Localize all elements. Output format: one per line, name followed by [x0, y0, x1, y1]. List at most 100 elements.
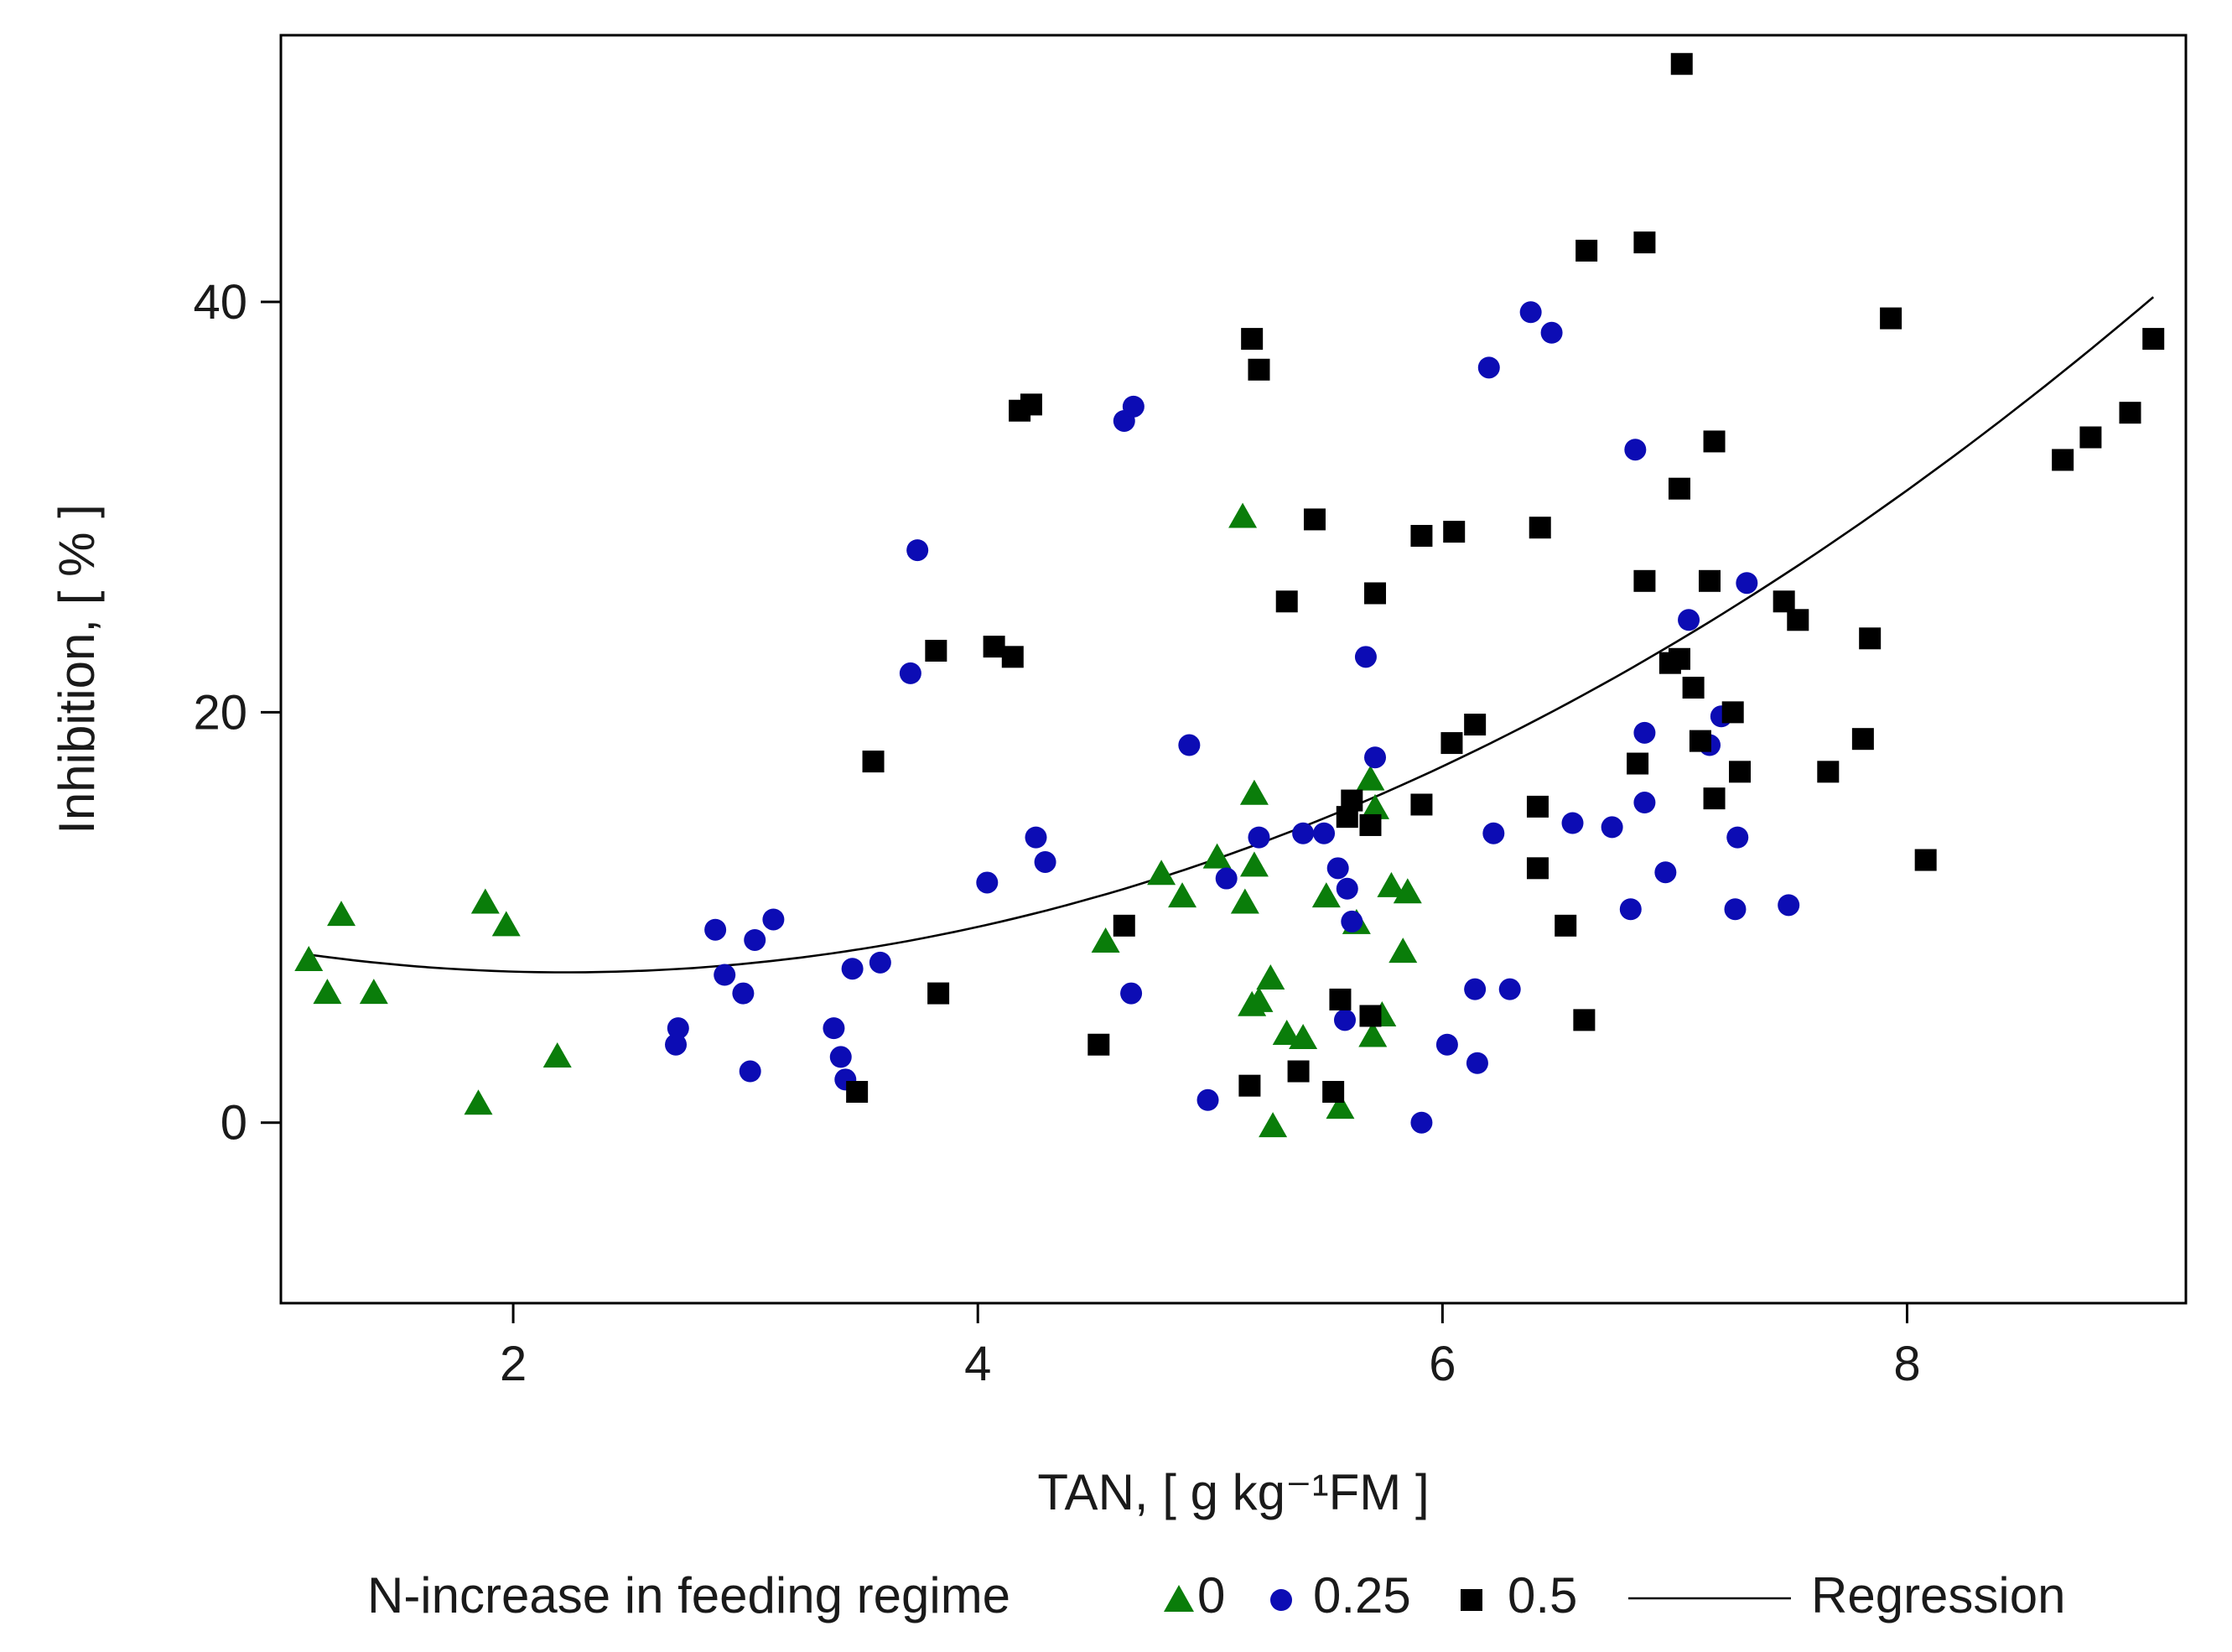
- point-circle: [899, 662, 921, 684]
- point-circle: [1736, 572, 1758, 595]
- plot-frame: [279, 34, 2188, 1305]
- point-circle: [906, 539, 929, 562]
- y-axis: 0 20 40: [193, 275, 281, 1151]
- point-circle: [744, 928, 766, 951]
- point-square: [1113, 914, 1135, 937]
- point-square: [1668, 477, 1690, 500]
- point-circle: [667, 1017, 689, 1040]
- point-circle: [704, 918, 727, 941]
- point-square: [1410, 524, 1433, 547]
- point-circle: [1561, 812, 1584, 834]
- point-square: [1633, 569, 1656, 592]
- point-circle: [714, 964, 736, 986]
- point-circle: [1678, 609, 1700, 631]
- point-circle: [823, 1017, 845, 1040]
- legend-circle-marker: [1270, 1589, 1292, 1611]
- x-tick-label: 2: [500, 1337, 527, 1391]
- y-tick-label: 0: [221, 1096, 247, 1151]
- point-circle: [1313, 822, 1336, 844]
- point-triangle: [1168, 882, 1197, 908]
- point-circle: [1292, 822, 1315, 844]
- point-circle: [1624, 439, 1647, 461]
- point-circle: [1498, 978, 1521, 1000]
- point-square: [1303, 508, 1326, 531]
- point-triangle: [1228, 502, 1258, 528]
- point-circle: [732, 982, 755, 1005]
- point-circle: [1724, 898, 1747, 921]
- point-circle: [841, 958, 864, 980]
- point-square: [1241, 328, 1264, 351]
- point-square: [1275, 590, 1298, 613]
- point-square: [1410, 793, 1433, 816]
- point-square: [1464, 714, 1487, 736]
- point-square: [925, 639, 947, 662]
- legend-label-0: 0: [1197, 1567, 1225, 1623]
- legend-label-2: 0.5: [1508, 1567, 1577, 1623]
- point-square: [862, 751, 885, 773]
- point-circle: [1482, 822, 1505, 844]
- point-square: [2119, 402, 2141, 424]
- x-axis: 2 4 6 8: [500, 1303, 1921, 1391]
- point-triangle: [1230, 888, 1259, 914]
- point-triangle: [491, 911, 521, 937]
- legend-label-3: Regression: [1811, 1567, 2066, 1623]
- point-circle: [665, 1033, 688, 1056]
- point-circle: [1248, 826, 1270, 849]
- point-triangle: [359, 979, 388, 1005]
- point-circle: [1464, 978, 1487, 1000]
- point-triangle: [1272, 1020, 1301, 1046]
- point-circle: [1196, 1088, 1219, 1111]
- point-triangle: [1147, 860, 1176, 886]
- point-triangle: [1326, 1094, 1355, 1120]
- point-square: [983, 636, 1005, 658]
- point-square: [1526, 795, 1549, 818]
- point-square: [2052, 449, 2074, 471]
- point-square: [1880, 307, 1902, 330]
- point-square: [1440, 732, 1463, 755]
- point-circle: [976, 871, 999, 894]
- point-circle: [869, 951, 891, 974]
- point-square: [1914, 849, 1937, 871]
- regression-line: [309, 296, 2155, 974]
- point-circle: [1178, 734, 1201, 756]
- legend-square-marker: [1461, 1589, 1482, 1611]
- point-square: [1087, 1033, 1110, 1056]
- point-circle: [829, 1046, 852, 1068]
- point-square: [1729, 761, 1752, 783]
- point-square: [1248, 358, 1270, 381]
- point-square: [1851, 728, 1874, 751]
- point-square: [1364, 582, 1387, 605]
- point-circle: [1654, 861, 1677, 884]
- point-circle: [1726, 826, 1749, 849]
- point-square: [1575, 239, 1598, 262]
- point-square: [1526, 857, 1549, 880]
- x-tick-label: 4: [964, 1337, 991, 1391]
- point-square: [1627, 752, 1649, 775]
- point-square: [1699, 569, 1721, 592]
- point-triangle: [1358, 1021, 1388, 1047]
- point-triangle: [542, 1042, 572, 1068]
- point-circle: [1215, 867, 1238, 890]
- point-square: [1573, 1009, 1596, 1031]
- point-circle: [1633, 721, 1656, 744]
- point-square: [1817, 761, 1840, 783]
- point-square: [1787, 609, 1809, 631]
- point-circle: [1333, 1009, 1356, 1031]
- point-square: [1529, 517, 1551, 539]
- point-triangle: [294, 945, 324, 971]
- point-triangle: [327, 901, 356, 927]
- point-square: [1287, 1060, 1310, 1083]
- x-axis-label: TAN, [ g kg⁻¹FM ]: [1037, 1464, 1429, 1520]
- point-square: [1359, 1005, 1382, 1027]
- data-points: [294, 53, 2165, 1138]
- y-axis-label: Inhibition, [ % ]: [49, 504, 105, 834]
- point-circle: [1466, 1052, 1488, 1074]
- point-square: [1703, 787, 1726, 810]
- point-square: [1773, 590, 1795, 613]
- point-triangle: [1256, 964, 1285, 990]
- point-circle: [1601, 816, 1623, 839]
- legend-triangle-marker: [1164, 1585, 1194, 1612]
- point-square: [1689, 730, 1711, 752]
- point-triangle: [1393, 878, 1422, 904]
